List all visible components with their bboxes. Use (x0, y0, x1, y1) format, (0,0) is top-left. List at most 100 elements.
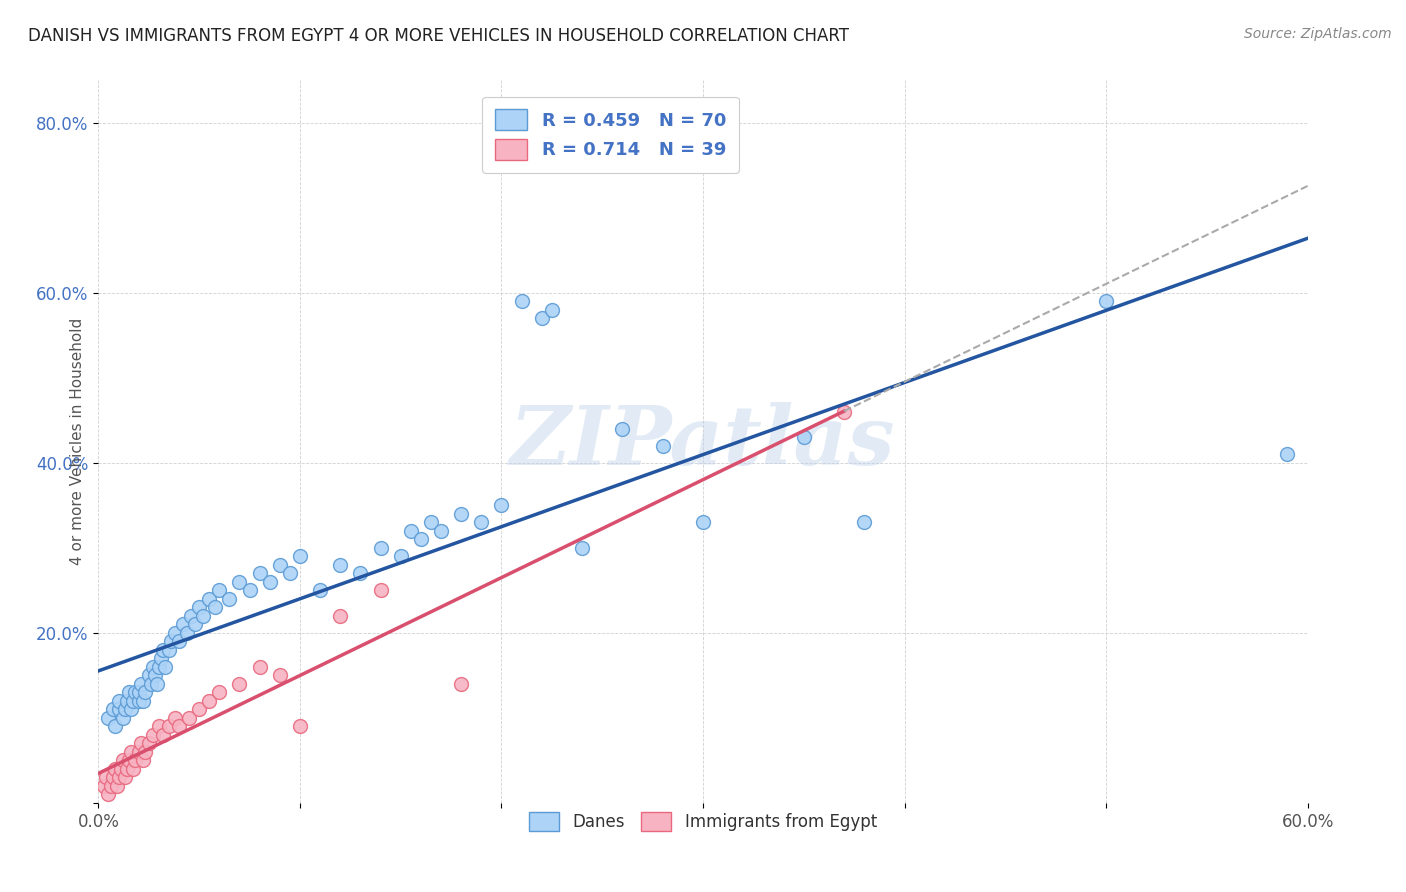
Point (97, 711, 120, 725)
Point (349, 566, 371, 581)
Point (101, 702, 124, 716)
Point (157, 719, 180, 733)
Point (134, 745, 156, 759)
Point (132, 694, 155, 708)
Point (115, 694, 138, 708)
Point (128, 694, 150, 708)
Point (571, 541, 593, 555)
Point (491, 498, 513, 512)
Point (218, 591, 240, 606)
Point (249, 660, 271, 674)
Point (118, 685, 141, 699)
Text: DANISH VS IMMIGRANTS FROM EGYPT 4 OR MORE VEHICLES IN HOUSEHOLD CORRELATION CHAR: DANISH VS IMMIGRANTS FROM EGYPT 4 OR MOR… (28, 27, 849, 45)
Point (540, 302, 562, 317)
Point (120, 702, 142, 716)
Point (239, 583, 262, 598)
Point (121, 694, 143, 708)
Point (1277, 447, 1299, 461)
Point (278, 566, 301, 581)
Point (198, 591, 221, 606)
Point (370, 541, 392, 555)
Point (309, 583, 332, 598)
Point (96, 770, 118, 784)
Point (329, 608, 352, 623)
Point (114, 702, 136, 716)
Point (172, 617, 194, 632)
Point (134, 685, 156, 699)
Point (129, 677, 152, 691)
Point (103, 719, 125, 733)
Point (101, 770, 124, 784)
Point (105, 779, 128, 793)
Point (793, 430, 815, 444)
Point (228, 574, 250, 589)
Point (139, 677, 162, 691)
Point (163, 711, 186, 725)
Point (97, 787, 120, 801)
Point (1095, 294, 1118, 309)
Point (111, 753, 134, 767)
Point (138, 668, 160, 682)
Point (389, 549, 412, 564)
Text: ZIPatlas: ZIPatlas (510, 401, 896, 482)
Point (167, 634, 190, 648)
Point (107, 770, 129, 784)
Point (143, 668, 166, 682)
Point (249, 566, 271, 581)
Point (167, 719, 190, 733)
Point (370, 583, 392, 598)
Point (160, 634, 183, 648)
Point (124, 753, 146, 767)
Point (259, 574, 281, 589)
Point (111, 711, 134, 725)
Point (329, 558, 352, 572)
Y-axis label: 4 or more Vehicles in Household: 4 or more Vehicles in Household (69, 318, 84, 566)
Point (651, 439, 673, 453)
Point (288, 549, 311, 564)
Point (114, 770, 136, 784)
Point (110, 762, 132, 776)
Point (142, 728, 165, 742)
Point (470, 516, 492, 530)
Point (176, 625, 198, 640)
Point (420, 516, 443, 530)
Point (115, 762, 138, 776)
Point (430, 524, 453, 538)
Point (188, 600, 211, 615)
Point (157, 642, 180, 657)
Point (146, 677, 169, 691)
Point (138, 736, 160, 750)
Point (128, 685, 150, 699)
Text: Source: ZipAtlas.com: Source: ZipAtlas.com (1244, 27, 1392, 41)
Point (853, 516, 876, 530)
Point (148, 719, 170, 733)
Point (148, 660, 170, 674)
Point (208, 583, 231, 598)
Point (832, 405, 855, 419)
Point (163, 625, 186, 640)
Point (198, 694, 221, 708)
Point (269, 668, 291, 682)
Point (399, 524, 422, 538)
Point (149, 651, 172, 665)
Point (100, 779, 122, 793)
Point (188, 702, 211, 716)
Point (132, 753, 155, 767)
Point (103, 762, 125, 776)
Point (612, 422, 634, 436)
Legend: Danes, Immigrants from Egypt: Danes, Immigrants from Egypt (522, 805, 884, 838)
Point (208, 685, 231, 699)
Point (120, 745, 142, 759)
Point (409, 533, 432, 547)
Point (450, 507, 472, 521)
Point (142, 660, 165, 674)
Point (288, 719, 311, 733)
Point (228, 677, 250, 691)
Point (124, 685, 146, 699)
Point (193, 608, 215, 623)
Point (121, 762, 143, 776)
Point (184, 617, 207, 632)
Point (180, 608, 202, 623)
Point (107, 702, 129, 716)
Point (128, 745, 150, 759)
